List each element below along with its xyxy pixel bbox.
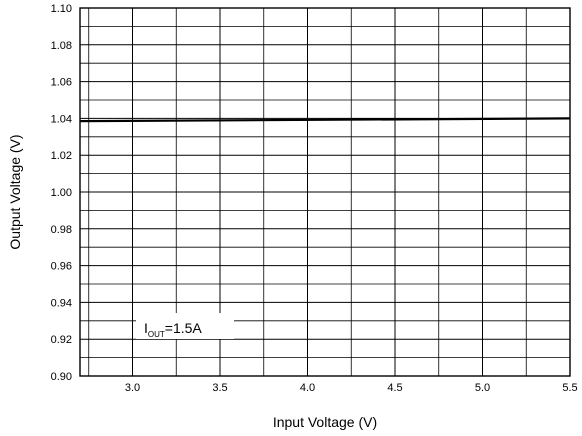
major-gridlines — [80, 8, 570, 376]
y-tick-label: 1.10 — [51, 3, 72, 15]
annotation-main: I — [144, 320, 148, 336]
x-axis-title: Input Voltage (V) — [273, 414, 377, 430]
series-lines — [79, 117, 571, 123]
x-tick-labels: 3.0 3.5 4.0 4.5 5.0 5.5 — [125, 382, 578, 394]
plot-frame — [79, 7, 571, 377]
y-tick-label: 1.02 — [51, 150, 72, 162]
annotation-subscript: OUT — [148, 330, 165, 339]
y-tick-label: 0.96 — [51, 261, 72, 273]
y-tick-labels: 0.90 0.92 0.94 0.96 0.98 1.00 1.02 1.04 1.06 1.08… — [51, 3, 72, 383]
y-tick-label: 0.90 — [51, 371, 72, 383]
x-tick-label: 5.5 — [562, 382, 577, 394]
iout-annotation: IOUT=1.5A — [136, 313, 234, 339]
y-tick-label: 1.08 — [51, 40, 72, 52]
y-tick-label: 0.98 — [51, 224, 72, 236]
y-axis-title: Output Voltage (V) — [7, 134, 23, 249]
annotation-background — [136, 313, 234, 339]
series-line — [79, 117, 571, 123]
y-tick-label: 0.92 — [51, 334, 72, 346]
x-tick-label: 3.0 — [125, 382, 140, 394]
x-tick-label: 5.0 — [475, 382, 490, 394]
y-tick-label: 1.00 — [51, 187, 72, 199]
annotation-text: IOUT=1.5A — [144, 320, 202, 339]
x-tick-label: 4.0 — [300, 382, 315, 394]
x-tick-label: 4.5 — [387, 382, 402, 394]
y-tick-label: 0.94 — [51, 297, 72, 309]
y-tick-label: 1.06 — [51, 77, 72, 89]
y-tick-label: 1.04 — [51, 113, 72, 125]
annotation-rest: =1.5A — [165, 320, 203, 336]
x-tick-label: 3.5 — [212, 382, 227, 394]
